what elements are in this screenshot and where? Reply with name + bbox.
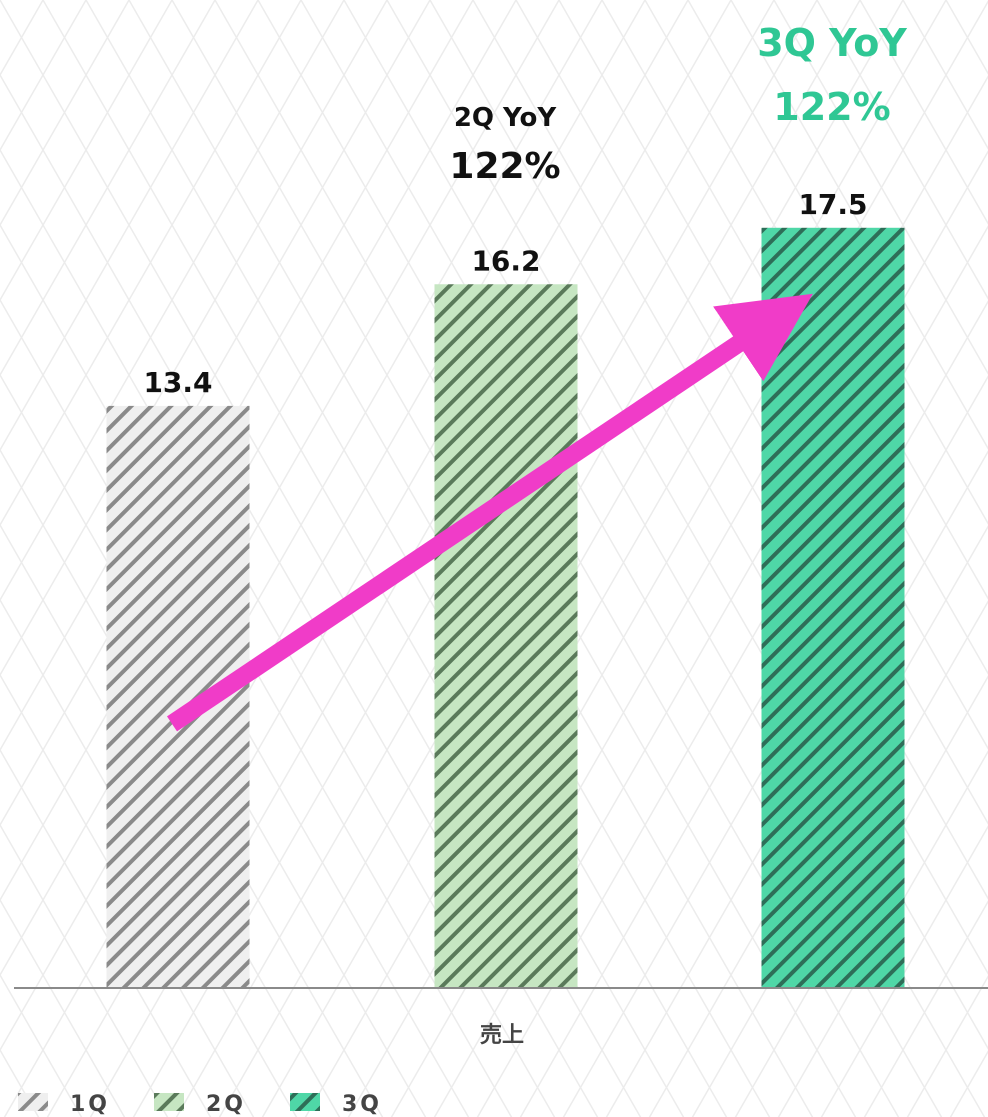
legend-swatch-3q xyxy=(290,1093,320,1111)
legend: 1Q 2Q 3Q xyxy=(18,1092,382,1117)
category-label: 売上 xyxy=(480,1022,524,1048)
q3-yoy-value: 122% xyxy=(773,85,890,129)
bar-2q xyxy=(434,284,578,988)
value-label-2q: 16.2 xyxy=(471,244,540,277)
legend-label-1q: 1Q xyxy=(70,1092,110,1117)
legend-swatch-1q xyxy=(18,1093,48,1111)
legend-label-2q: 2Q xyxy=(206,1092,246,1117)
trend-arrow xyxy=(166,293,813,732)
q3-yoy-annotation: 3Q YoY 122% xyxy=(757,21,907,129)
legend-label-3q: 3Q xyxy=(342,1092,382,1117)
value-label-1q: 13.4 xyxy=(143,366,212,399)
value-label-3q: 17.5 xyxy=(798,188,867,221)
bar-3q xyxy=(761,227,905,989)
q2-yoy-title: 2Q YoY xyxy=(454,103,558,133)
q2-yoy-annotation: 2Q YoY 122% xyxy=(449,103,560,187)
trend-arrow-layer xyxy=(166,293,813,732)
q2-yoy-value: 122% xyxy=(449,146,560,187)
q3-yoy-title: 3Q YoY xyxy=(757,21,907,65)
labels-layer: 13.4 16.2 17.5 xyxy=(143,188,867,399)
legend-swatch-2q xyxy=(154,1093,184,1111)
